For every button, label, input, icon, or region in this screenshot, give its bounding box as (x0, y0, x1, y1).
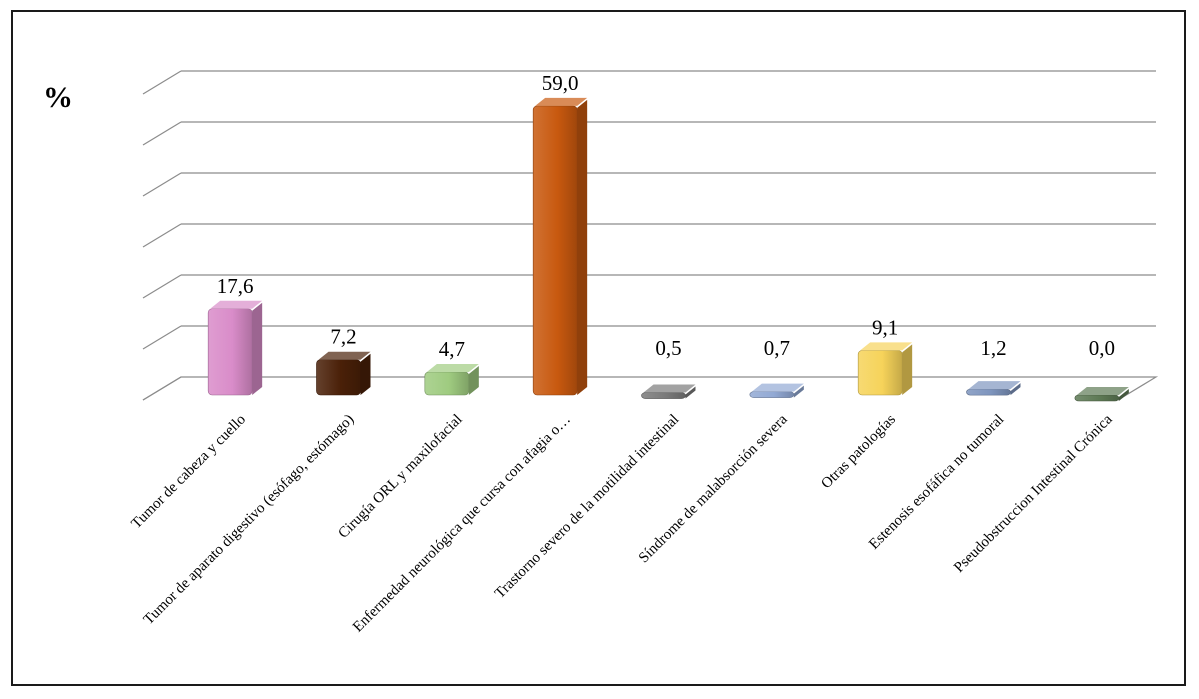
bar-top (751, 383, 804, 392)
y-axis-label: % (43, 81, 73, 114)
value-label: 17,6 (217, 274, 254, 298)
bar-top (535, 97, 588, 106)
gridline-side (142, 376, 182, 401)
bar-front (966, 388, 1011, 396)
bar-front (641, 392, 686, 399)
bar-side (685, 386, 696, 399)
bar-front (316, 359, 361, 396)
bar-top (1076, 387, 1129, 395)
bar-6 (749, 383, 804, 398)
bar-top (968, 381, 1021, 390)
bar-chart: % 17,6 7,2 4,7 59,0 0,5 0,7 9,1 1,2 0,0 Tumor de… (43, 70, 1159, 635)
bar-side (468, 365, 479, 395)
chart-frame: % 17,6 7,2 4,7 59,0 0,5 0,7 9,1 1,2 0,0 Tumor de… (11, 10, 1186, 686)
category-label: Otras patologías (818, 411, 899, 492)
bar-side (360, 353, 371, 395)
bar-2 (316, 351, 371, 396)
bar-8 (966, 381, 1021, 396)
bars (207, 97, 1129, 402)
bar-side (1010, 383, 1021, 396)
bar-5 (641, 384, 696, 399)
bar-side (577, 99, 588, 396)
value-label: 0,5 (655, 336, 681, 360)
bar-front (424, 371, 470, 396)
bar-4 (532, 97, 588, 396)
bar-front (857, 350, 903, 396)
grid-lines (142, 70, 1159, 401)
bar-7 (857, 342, 913, 396)
value-labels: 17,6 7,2 4,7 59,0 0,5 0,7 9,1 1,2 0,0 (217, 71, 1115, 361)
gridline-side (142, 325, 182, 350)
category-label: Tumor de cabeza y cuello (128, 412, 248, 532)
value-label: 4,7 (439, 337, 465, 361)
gridline-side (142, 70, 182, 95)
bar-9 (1074, 387, 1129, 402)
gridline-side (142, 274, 182, 299)
value-label: 59,0 (542, 71, 579, 95)
bar-side (902, 344, 913, 395)
bar-side (793, 385, 804, 398)
bar-top (643, 384, 696, 393)
bar-top (426, 363, 479, 372)
category-label: Cirugía ORL y maxilofacial (335, 412, 465, 542)
value-label: 1,2 (980, 336, 1006, 360)
bar-front (749, 391, 795, 398)
gridline-side (142, 172, 182, 197)
value-label: 7,2 (330, 325, 356, 349)
category-label: Tumor de aparato digestivo (esófago, est… (141, 412, 358, 629)
category-label: Trastorno severo de la motilidad intesti… (492, 412, 682, 602)
bar-front (207, 308, 253, 396)
gridline-side (142, 121, 182, 146)
bar-top (210, 300, 263, 309)
bar-front (1074, 394, 1120, 402)
bar-front (532, 105, 578, 396)
value-label: 0,0 (1089, 336, 1115, 360)
bar-1 (207, 300, 263, 396)
bar-3 (424, 363, 479, 396)
value-label: 0,7 (764, 336, 790, 360)
bar-top (318, 351, 371, 360)
category-label: Enfermedad neurológica que cursa con afa… (350, 412, 574, 636)
bar-side (252, 302, 263, 395)
value-label: 9,1 (872, 315, 898, 339)
bar-side (1118, 389, 1129, 401)
bar-top (860, 342, 913, 351)
gridline-side (142, 223, 182, 248)
